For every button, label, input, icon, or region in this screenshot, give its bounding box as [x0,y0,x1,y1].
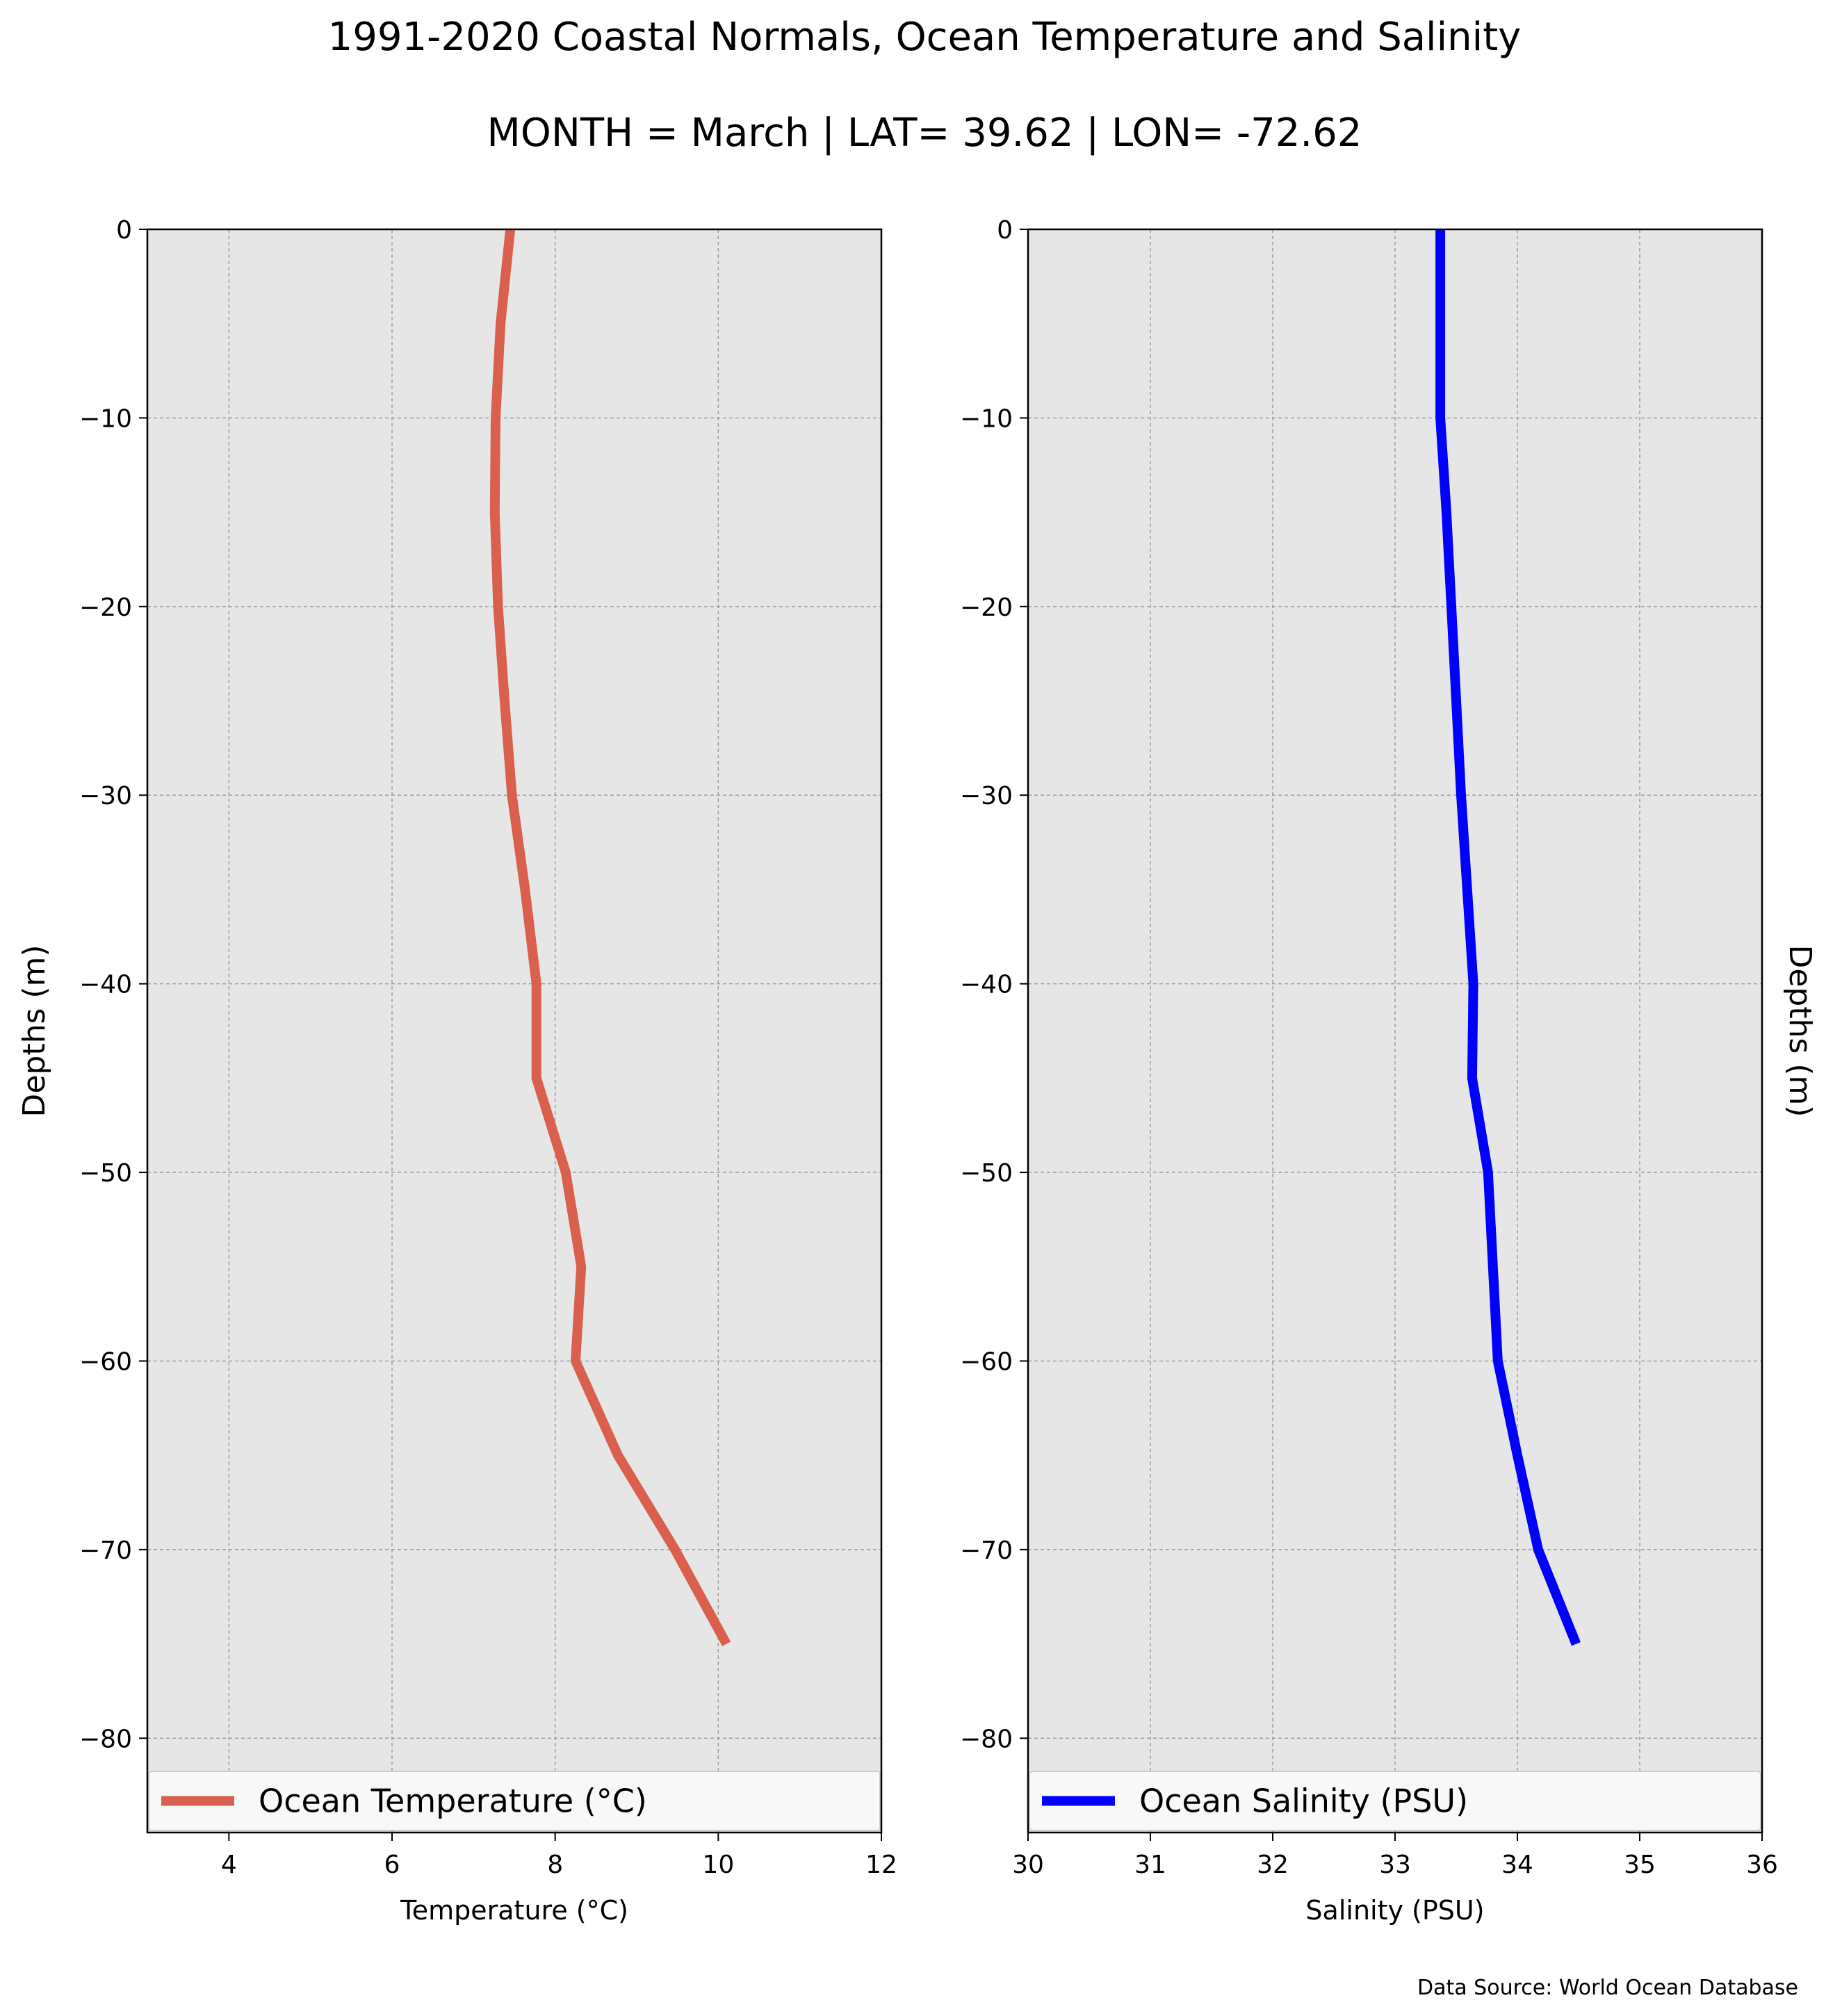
data-point [1538,1549,1539,1550]
legend-box [148,1771,881,1831]
y-axis-label: Depths (m) [1782,944,1818,1117]
salinity-panel: Ocean Salinity (PSU) 30 31 32 33 34 35 36 0 −10 −2… [960,216,1818,1926]
y-tick-label: −80 [960,1725,1013,1753]
data-point [504,700,505,702]
x-tick-label: 12 [865,1851,897,1879]
data-point [1440,323,1441,325]
data-point [674,1549,676,1550]
y-axis-label: Depths (m) [17,944,52,1117]
data-point [1472,1077,1473,1079]
temperature-panel: Ocean Temperature (°C) 4 6 8 10 12 0 −10 −20 −30 −… [17,216,897,1926]
y-tick-label: −60 [960,1347,1013,1376]
data-point [498,606,499,607]
data-point [575,1360,576,1361]
data-point [565,1172,567,1173]
x-tick-label: 31 [1134,1851,1166,1879]
y-tick-label: −20 [960,593,1013,622]
legend-label: Ocean Salinity (PSU) [1139,1783,1468,1820]
axes-frame [146,228,883,1834]
legend-label: Ocean Temperature (°C) [259,1783,647,1820]
x-axis-label: Salinity (PSU) [1305,1895,1484,1926]
data-point [726,1644,727,1645]
data-point [536,1077,537,1079]
data-point [1440,417,1441,418]
y-tick-label: 0 [997,216,1013,245]
y-tick-label: −60 [79,1347,132,1376]
data-point [1517,1454,1518,1456]
y-tick-label: −30 [79,782,132,810]
data-source-note: Data Source: World Ocean Database [1417,1976,1798,2000]
data-point [1497,1360,1499,1361]
data-point [494,511,496,513]
chart-title: 1991-2020 Coastal Normals, Ocean Tempera… [328,15,1522,60]
data-point [495,417,496,418]
y-tick-label: −80 [79,1725,132,1753]
y-tick-label: −10 [960,404,1013,433]
data-point [1446,511,1447,513]
data-point [511,794,512,796]
series-line [1435,229,1581,1646]
plot-area [147,229,881,1833]
data-point [1451,606,1452,607]
data-point [1575,1644,1576,1645]
x-tick-label: 33 [1379,1851,1411,1879]
x-tick-label: 30 [1012,1851,1044,1879]
data-point [1488,1172,1489,1173]
x-tick-label: 10 [702,1851,734,1879]
y-tick-label: −20 [79,593,132,622]
data-point [1467,889,1468,890]
data-point [1473,983,1474,985]
data-point [500,323,501,325]
y-tick-label: −70 [960,1536,1013,1565]
series-line [489,229,731,1646]
chart-subtitle: MONTH = March | LAT= 39.62 | LON= -72.62 [487,110,1362,156]
x-tick-label: 35 [1624,1851,1656,1879]
y-tick-label: −10 [79,404,132,433]
legend-box [1029,1771,1761,1831]
x-axis-label: Temperature (°C) [400,1895,628,1926]
y-tick-label: −40 [960,971,1013,999]
x-tick-label: 32 [1257,1851,1289,1879]
y-tick-label: −50 [960,1159,1013,1188]
y-tick-label: −70 [79,1536,132,1565]
data-point [536,983,537,985]
x-tick-label: 36 [1746,1851,1778,1879]
data-point [617,1454,619,1456]
data-point [524,889,525,890]
data-point [1492,1266,1494,1268]
y-tick-label: −40 [79,971,132,999]
y-tick-label: 0 [116,216,132,245]
data-point [580,1266,582,1268]
x-tick-label: 4 [221,1851,237,1879]
y-tick-label: −50 [79,1159,132,1188]
data-point [1456,700,1457,702]
x-tick-label: 8 [547,1851,563,1879]
x-tick-label: 34 [1501,1851,1533,1879]
y-tick-label: −30 [960,782,1013,810]
data-point [1460,794,1462,796]
x-tick-label: 6 [384,1851,400,1879]
